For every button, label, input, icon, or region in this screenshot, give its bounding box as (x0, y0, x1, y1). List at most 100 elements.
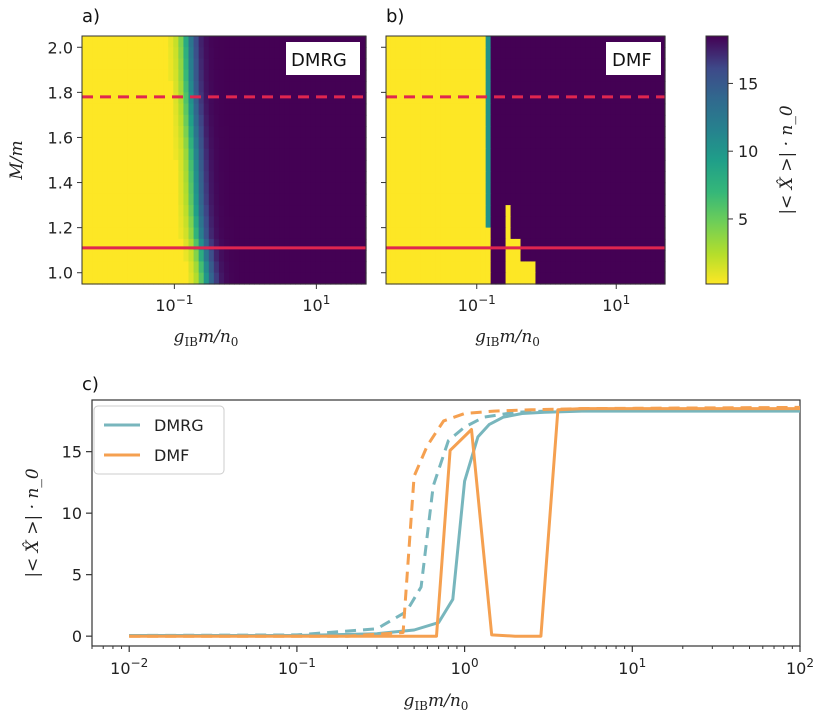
heatmap-cell (284, 272, 291, 285)
heatmap-cell (168, 171, 174, 184)
heatmap-cell (515, 261, 522, 274)
heatmap-cell (600, 160, 606, 172)
heatmap-cell (400, 126, 407, 139)
heatmap-cell (610, 238, 616, 251)
heatmap-cell (475, 250, 482, 263)
heatmap-cell (570, 148, 576, 161)
heatmap-cell (163, 216, 169, 229)
heatmap-cell (550, 69, 556, 82)
heatmap-cell (188, 47, 195, 60)
heatmap-cell (440, 205, 447, 217)
heatmap-cell (208, 250, 215, 263)
heatmap-cell (460, 58, 467, 71)
heatmap-cell (540, 58, 547, 71)
heatmap-cell (580, 238, 586, 251)
heatmap-cell (345, 261, 352, 274)
heatmap-cell (97, 137, 103, 150)
heatmap-cell (87, 36, 93, 48)
heatmap-cell (224, 182, 230, 195)
heatmap-cell (234, 261, 240, 274)
heatmap-cell (430, 160, 437, 172)
heatmap-cell (203, 81, 210, 93)
heatmap-cell (300, 81, 306, 93)
heatmap-cell (450, 238, 457, 251)
heatmap-cell (390, 171, 397, 184)
heatmap-cell (580, 216, 586, 229)
heatmap-cell (390, 238, 397, 251)
heatmap-cell (445, 205, 452, 217)
heatmap-cell (600, 250, 606, 263)
heatmap-cell (305, 261, 311, 274)
heatmap-cell (315, 238, 321, 251)
heatmap-cell (224, 114, 230, 127)
heatmap-cell (355, 114, 362, 127)
heatmap-cell (660, 148, 666, 161)
heatmap-cell (405, 148, 412, 161)
heatmap-cell (585, 137, 591, 150)
heatmap-cell (420, 216, 427, 229)
heatmap-cell (320, 160, 327, 172)
heatmap-cell (535, 36, 542, 48)
heatmap-cell (295, 250, 301, 263)
heatmap-cell (340, 137, 347, 150)
heatmap-cell (540, 47, 547, 60)
heatmap-cell (274, 272, 281, 285)
heatmap-cell (455, 81, 462, 93)
heatmap-cell (420, 58, 427, 71)
heatmap-cell (535, 182, 542, 195)
heatmap-cell (355, 69, 362, 82)
heatmap-cell (92, 272, 98, 285)
heatmap-cell (203, 216, 210, 229)
heatmap-cell (590, 58, 596, 71)
heatmap-cell (87, 126, 93, 139)
heatmap-cell (122, 137, 129, 150)
heatmap-cell (218, 160, 225, 172)
heatmap-cell (570, 81, 576, 93)
heatmap-cell (575, 148, 581, 161)
heatmap-cell (450, 92, 457, 105)
heatmap-cell (495, 36, 502, 48)
heatmap-cell (615, 216, 621, 229)
heatmap-cell (645, 261, 651, 274)
heatmap-cell (269, 47, 276, 60)
heatmap-cell (279, 137, 286, 150)
heatmap-cell (470, 272, 477, 285)
heatmap-cell (229, 205, 235, 217)
heatmap-cell (515, 250, 522, 263)
heatmap-cell (510, 69, 517, 82)
heatmap-cell (305, 171, 311, 184)
heatmap-cell (239, 227, 245, 240)
heatmap-cell (127, 205, 134, 217)
heatmap-cell (420, 126, 427, 139)
heatmap-cell (208, 114, 215, 127)
heatmap-cell (435, 81, 442, 93)
heatmap-cell (650, 250, 656, 263)
heatmap-cell (505, 69, 512, 82)
heatmap-cell (415, 205, 422, 217)
heatmap-cell (635, 216, 641, 229)
heatmap-cell (390, 250, 397, 263)
heatmap-cell (515, 216, 522, 229)
heatmap-cell (340, 261, 347, 274)
heatmap-cell (655, 250, 661, 263)
heatmap-cell (530, 69, 537, 82)
heatmap-cell (430, 114, 437, 127)
heatmap-cell (595, 137, 601, 150)
heatmap-cell (570, 126, 576, 139)
heatmap-cell (279, 216, 286, 229)
heatmap-cell (300, 148, 306, 161)
heatmap-cell (635, 92, 641, 105)
heatmap-cell (440, 58, 447, 71)
heatmap-cell (525, 58, 532, 71)
heatmap-cell (158, 58, 164, 71)
heatmap-cell (645, 114, 651, 127)
heatmap-cell (325, 137, 332, 150)
heatmap-cell (510, 81, 517, 93)
heatmap-cell (244, 171, 250, 184)
heatmap-cell (525, 193, 532, 206)
heatmap-cell (325, 205, 332, 217)
heatmap-cell (320, 148, 327, 161)
heatmap-cell (650, 137, 656, 150)
heatmap-cell (495, 47, 502, 60)
heatmap-cell (107, 261, 114, 274)
